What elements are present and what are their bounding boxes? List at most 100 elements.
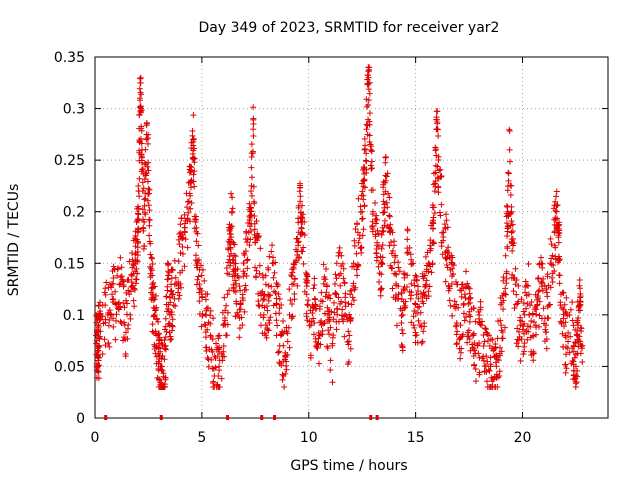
data-point (427, 263, 434, 270)
data-point (401, 270, 407, 277)
data-point (435, 183, 442, 190)
data-point (171, 281, 178, 288)
data-point (470, 352, 477, 359)
data-point (553, 202, 560, 209)
data-point (413, 331, 420, 338)
data-point (148, 289, 155, 296)
data-point (545, 302, 552, 309)
data-point (461, 291, 468, 298)
data-point (161, 345, 168, 352)
data-point (386, 213, 393, 220)
data-point (556, 280, 563, 287)
data-point (263, 303, 270, 310)
data-point (569, 299, 576, 306)
data-point (303, 279, 310, 286)
data-point (262, 281, 269, 288)
data-point (503, 220, 510, 227)
y-tick-label: 0.35 (54, 50, 85, 66)
data-point (413, 276, 420, 283)
data-point (504, 245, 511, 252)
data-point (326, 291, 333, 298)
data-point (135, 205, 142, 212)
data-point (278, 302, 285, 309)
data-point (559, 289, 566, 296)
data-point (241, 251, 248, 258)
data-point (475, 350, 482, 357)
data-point (381, 204, 388, 211)
data-point (224, 291, 231, 298)
data-point (319, 328, 326, 335)
data-point (130, 297, 137, 304)
data-point (270, 274, 277, 281)
data-point (552, 207, 559, 214)
data-point (96, 310, 103, 317)
data-point (123, 297, 130, 304)
data-point (308, 318, 315, 325)
data-point (435, 153, 442, 160)
data-point (528, 299, 535, 306)
data-point (549, 274, 556, 281)
data-point (333, 326, 340, 333)
data-point (188, 164, 195, 171)
data-point (275, 291, 282, 298)
data-point (276, 305, 283, 312)
data-point (365, 97, 372, 104)
data-point (144, 178, 151, 185)
data-point (342, 299, 349, 306)
data-point (368, 158, 375, 165)
data-point (515, 343, 522, 350)
data-point (317, 331, 324, 338)
data-point (357, 209, 364, 216)
data-point (227, 262, 234, 269)
data-point (336, 272, 343, 279)
data-point (161, 356, 168, 363)
data-point (106, 317, 113, 324)
data-point (401, 287, 408, 294)
data-point (499, 292, 506, 299)
data-point (216, 384, 223, 391)
data-point (198, 272, 205, 279)
data-point (96, 335, 103, 342)
data-point (366, 121, 373, 128)
data-point (373, 257, 380, 264)
data-point (251, 200, 258, 207)
data-point (351, 237, 358, 244)
data-point (137, 135, 144, 142)
data-point (393, 322, 400, 329)
data-point (288, 300, 295, 307)
data-point (110, 274, 117, 281)
data-point (301, 219, 308, 226)
data-point (161, 336, 168, 343)
data-point (284, 330, 291, 337)
data-point (264, 307, 271, 314)
data-point (427, 237, 434, 244)
data-point (530, 348, 537, 355)
data-point (96, 299, 103, 306)
data-point (176, 241, 183, 248)
data-point (307, 352, 314, 359)
data-point (147, 240, 154, 247)
data-point (335, 294, 342, 301)
data-point (388, 264, 395, 271)
data-point (283, 324, 290, 331)
data-point (555, 234, 562, 241)
data-point (190, 112, 197, 119)
data-point (201, 321, 208, 328)
data-point (467, 294, 474, 301)
data-point (507, 209, 514, 216)
data-point (515, 328, 522, 335)
data-point (386, 212, 393, 219)
data-point (559, 330, 566, 337)
data-point (320, 261, 327, 268)
data-point (412, 300, 419, 307)
data-point (284, 351, 291, 358)
data-point (465, 284, 472, 291)
data-point (381, 217, 388, 224)
data-point (149, 255, 156, 262)
data-point (261, 330, 268, 337)
data-point (316, 360, 323, 367)
data-point (556, 272, 563, 279)
data-point (234, 265, 241, 272)
data-point (448, 280, 455, 287)
data-point (246, 216, 253, 223)
